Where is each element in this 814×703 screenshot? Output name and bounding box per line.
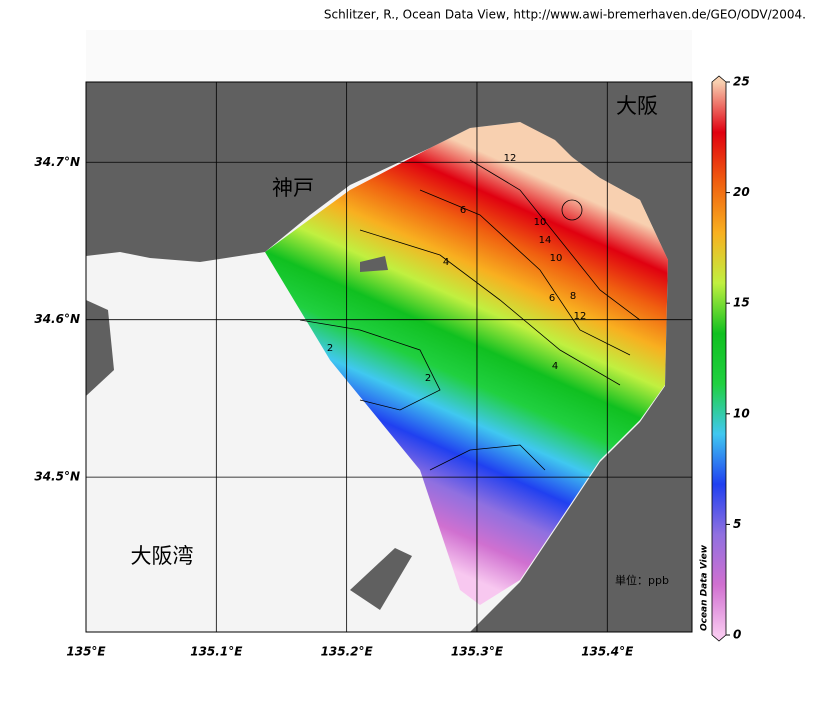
map-frame <box>85 81 693 633</box>
contour-label: 12 <box>504 153 517 164</box>
contour-label: 8 <box>570 291 576 302</box>
contour-label: 12 <box>574 311 587 322</box>
contour <box>469 159 641 321</box>
contour-label: 10 <box>550 253 563 264</box>
contour-label: 6 <box>460 205 466 216</box>
place-label: 大阪 <box>616 94 658 118</box>
contour-label: 2 <box>425 373 431 384</box>
colorbar-tick-label: 0 <box>733 628 741 642</box>
credit: Schlitzer, R., Ocean Data View, http://w… <box>324 8 806 22</box>
colorbar-title: Ocean Data View <box>700 544 710 631</box>
contour <box>561 199 583 221</box>
contour-label: 4 <box>443 257 449 268</box>
colorbar-tick-label: 15 <box>733 296 750 310</box>
x-tick-label: 135.2°E <box>321 645 374 659</box>
header-band <box>86 30 692 82</box>
colorbar-tick-label: 25 <box>733 75 750 89</box>
contour <box>299 319 441 411</box>
contour <box>429 444 546 471</box>
island <box>360 256 388 272</box>
colorbar-tick-label: 10 <box>733 406 750 420</box>
colorbar: 0 5 10 15 20 25 <box>711 75 750 642</box>
land-west <box>86 300 114 396</box>
contour-label: 4 <box>552 361 558 372</box>
unit-label: 単位：ppb <box>615 573 669 587</box>
colorbar-scale <box>711 75 727 642</box>
x-tick-label: 135.3°E <box>451 645 504 659</box>
y-tick-label: 34.6°N <box>34 312 80 326</box>
contour-label: 6 <box>549 293 555 304</box>
place-label: 大阪湾 <box>131 544 194 568</box>
contour <box>359 229 621 386</box>
place-label: 神戸 <box>272 176 314 200</box>
land <box>86 82 692 632</box>
concentration-field-north <box>520 122 668 300</box>
map: 2 2 4 6 4 6 8 10 12 10 14 12 <box>85 81 693 633</box>
y-tick-label: 34.7°N <box>34 155 80 169</box>
colorbar-tick-label: 20 <box>733 185 750 199</box>
x-tick-label: 135°E <box>66 645 106 659</box>
contour <box>419 189 631 356</box>
contour-label: 2 <box>327 343 333 354</box>
x-tick-label: 135.1°E <box>190 645 243 659</box>
colorbar-tick-label: 5 <box>733 517 741 531</box>
contour-label: 14 <box>539 235 552 246</box>
x-tick-label: 135.4°E <box>581 645 634 659</box>
contour-label: 10 <box>534 217 547 228</box>
island <box>350 548 412 610</box>
y-tick-label: 34.5°N <box>34 470 80 484</box>
